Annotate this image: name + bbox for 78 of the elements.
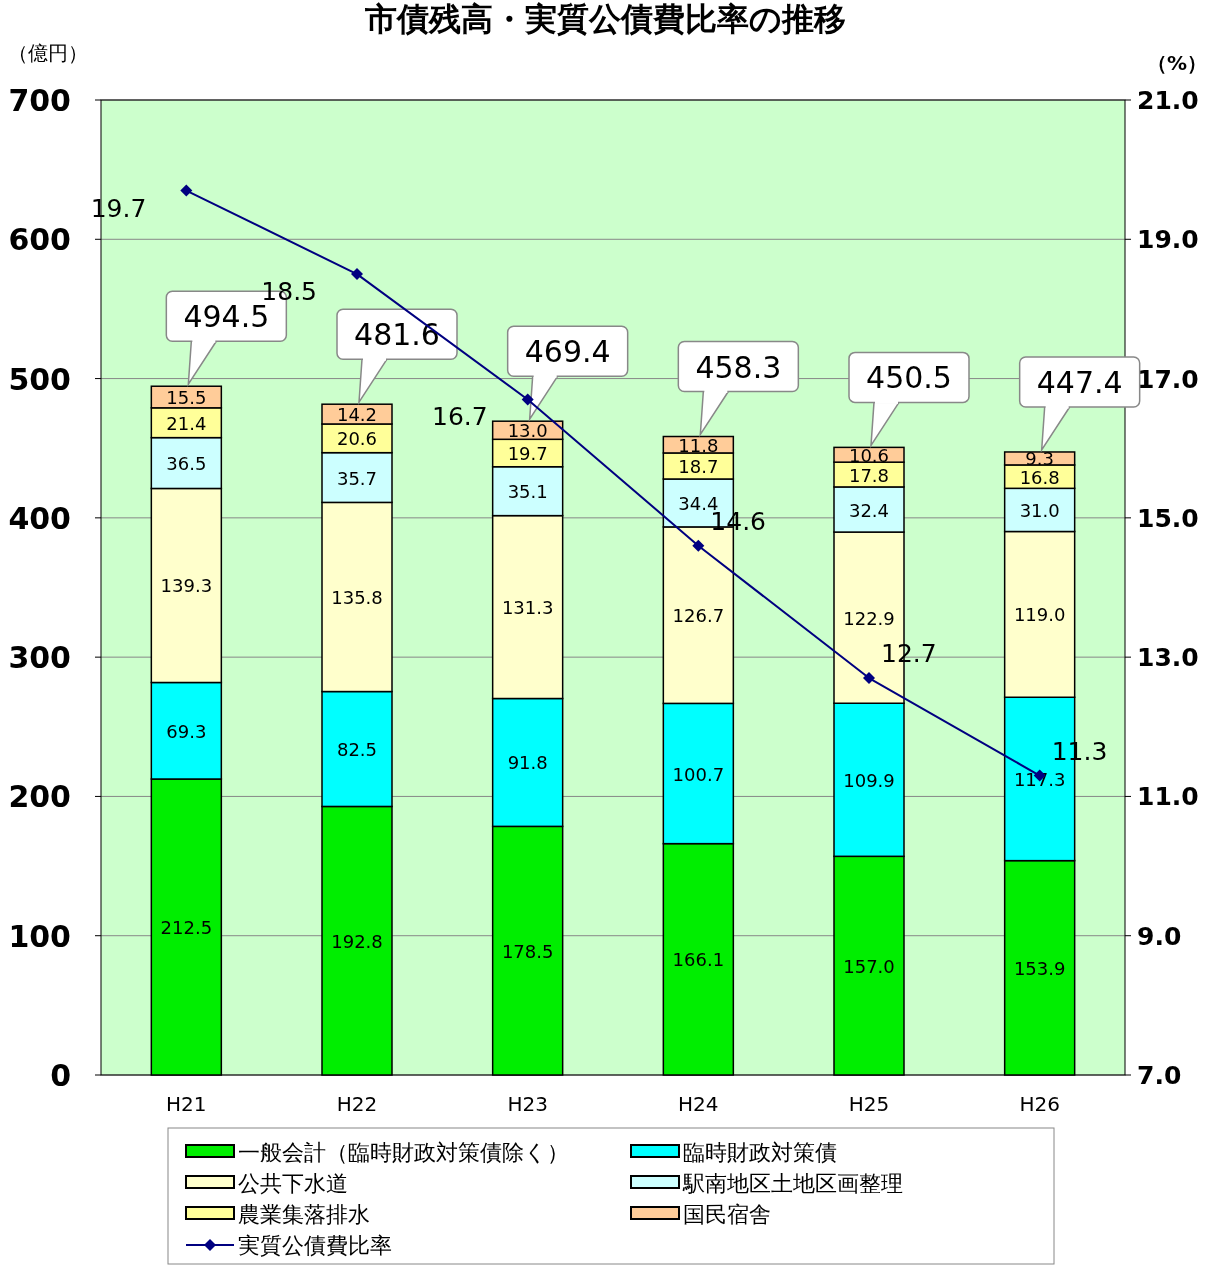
- data-label: 16.7: [431, 402, 488, 432]
- x-tick-label: H25: [848, 1092, 890, 1116]
- data-label: 10.6: [848, 444, 890, 466]
- data-label: 119.0: [1013, 604, 1066, 626]
- legend-label: 駅南地区土地区画整理: [682, 1171, 903, 1196]
- y-tick-label: 0: [50, 1058, 71, 1093]
- x-tick-label: H24: [678, 1092, 719, 1116]
- data-label: 126.7: [672, 605, 725, 627]
- data-label: 109.9: [843, 769, 895, 791]
- data-label: 14.2: [336, 404, 378, 426]
- y-tick-label: 500: [8, 361, 71, 397]
- data-label: 20.6: [336, 428, 378, 450]
- data-label: 35.7: [336, 467, 378, 489]
- y2-axis-title: （%）: [1146, 51, 1207, 75]
- data-label: 32.4: [848, 499, 890, 521]
- point: [351, 268, 363, 281]
- total-label: 469.4: [524, 334, 611, 370]
- data-label: 19.7: [507, 443, 548, 465]
- data-label: 100.7: [672, 763, 725, 785]
- legend-label: 臨時財政対策債: [683, 1140, 837, 1165]
- point: [692, 539, 705, 552]
- data-label: 17.8: [848, 464, 890, 486]
- y-tick-label: 200: [8, 779, 71, 815]
- data-label: 31.0: [1019, 499, 1060, 521]
- data-label: 131.3: [501, 597, 554, 619]
- data-label: 19.7: [90, 193, 147, 223]
- total-label: 458.3: [695, 349, 782, 385]
- y2-tick-label: 7.0: [1137, 1061, 1182, 1090]
- data-label: 35.1: [507, 481, 548, 503]
- legend-label: 実質公債費比率: [238, 1233, 392, 1258]
- y2-tick-label: 13.0: [1137, 643, 1199, 673]
- x-tick-label: H22: [336, 1092, 378, 1116]
- data-label: 122.9: [843, 607, 895, 629]
- y2-tick-label: 21.0: [1137, 86, 1199, 115]
- data-label: 192.8: [331, 930, 383, 952]
- x-tick-label: H26: [1019, 1092, 1060, 1116]
- y2-tick-label: 19.0: [1137, 225, 1199, 255]
- chart-title: 市債残高・実質公債費比率の推移: [364, 0, 846, 38]
- total-label: 450.5: [866, 360, 952, 396]
- x-tick-label: H21: [166, 1092, 207, 1116]
- data-label: 91.8: [507, 752, 548, 774]
- data-label: 21.4: [166, 412, 207, 434]
- total-label: 494.5: [183, 299, 270, 335]
- y-tick-label: 700: [8, 83, 71, 118]
- data-label: 166.1: [672, 949, 725, 971]
- data-label: 153.9: [1013, 957, 1066, 979]
- legend-label: 一般会計（臨時財政対策債除く）: [238, 1140, 569, 1165]
- y2-tick-label: 15.0: [1137, 503, 1199, 533]
- data-label: 13.0: [507, 420, 548, 442]
- y-tick-label: 300: [8, 640, 71, 676]
- legend-label: 農業集落排水: [238, 1202, 370, 1227]
- data-label: 212.5: [160, 917, 213, 939]
- total-label: 447.4: [1036, 364, 1123, 400]
- data-label: 135.8: [331, 586, 383, 608]
- x-tick-label: H23: [507, 1092, 548, 1116]
- legend-label: 国民宿舎: [683, 1202, 771, 1227]
- data-label: 117.3: [1013, 768, 1066, 790]
- data-label: 157.0: [843, 955, 895, 977]
- data-label: 139.3: [160, 575, 213, 597]
- point: [521, 393, 534, 406]
- y2-tick-label: 9.0: [1137, 921, 1182, 951]
- data-label: 82.5: [336, 739, 378, 760]
- total-label: 481.6: [354, 317, 440, 353]
- point: [863, 672, 875, 685]
- data-label: 36.5: [166, 453, 207, 475]
- data-label: 15.5: [166, 387, 207, 409]
- y-axis-title: （億円）: [8, 41, 88, 65]
- data-label: 69.3: [166, 720, 207, 742]
- y-tick-label: 100: [8, 918, 71, 954]
- legend-label: 公共下水道: [238, 1171, 348, 1196]
- y-tick-label: 600: [8, 222, 71, 258]
- data-label: 11.8: [678, 434, 719, 456]
- point: [180, 184, 193, 197]
- y-tick-label: 400: [8, 500, 71, 536]
- data-label: 18.7: [678, 455, 719, 477]
- data-label: 178.5: [501, 940, 554, 962]
- y2-tick-label: 17.0: [1137, 364, 1199, 394]
- y2-tick-label: 11.0: [1137, 782, 1199, 812]
